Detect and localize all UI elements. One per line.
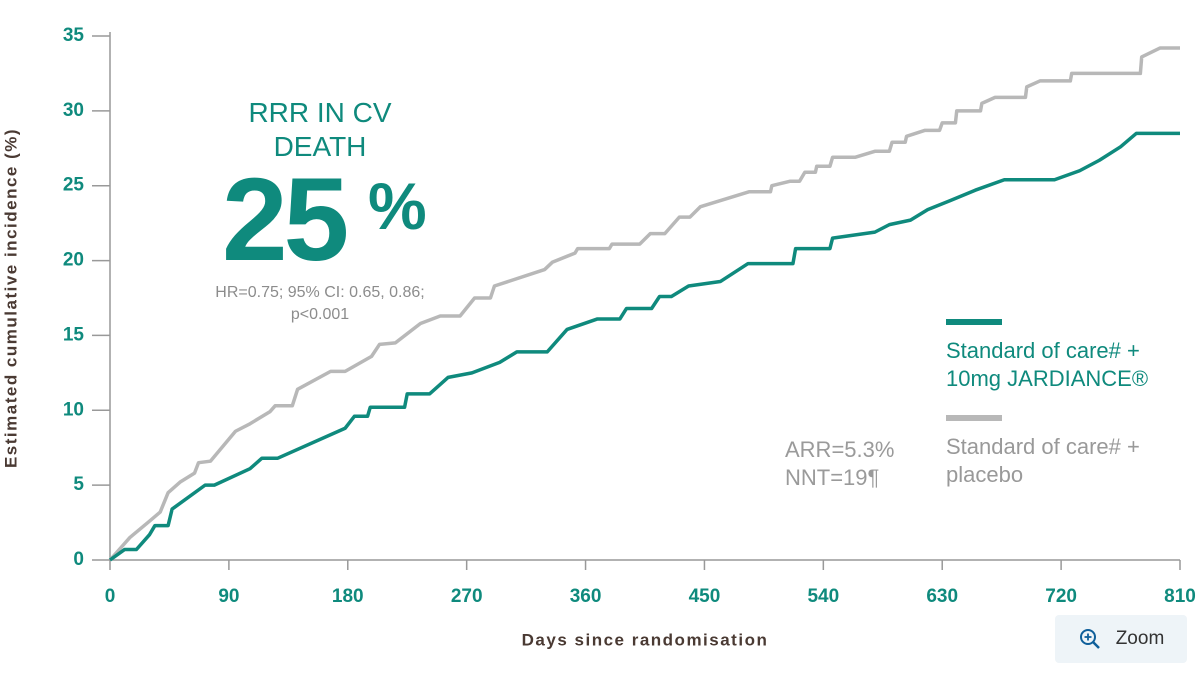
x-tick-label: 540 xyxy=(807,586,839,607)
series-line xyxy=(108,46,1180,562)
x-tick-label: 360 xyxy=(570,586,602,607)
y-tick-label: 25 xyxy=(63,175,85,196)
x-tick-label: 0 xyxy=(105,586,116,607)
annotation-big: 25 xyxy=(222,154,349,286)
x-tick-label: 810 xyxy=(1164,586,1196,607)
zoom-button[interactable]: Zoom xyxy=(1055,615,1187,663)
x-tick-label: 90 xyxy=(218,586,239,607)
annotation-stats: HR=0.75; 95% CI: 0.65, 0.86; p<0.001 xyxy=(170,282,470,326)
zoom-label[interactable]: Zoom xyxy=(1115,628,1165,649)
legend-label: Standard of care# + 10mg JARDIANCE® xyxy=(946,338,1149,391)
y-tick-label: 30 xyxy=(63,100,84,121)
x-tick-label: 720 xyxy=(1045,586,1077,607)
y-tick-label: 0 xyxy=(73,549,84,570)
annotation-hr: HR=0.75; 95% CI: 0.65, 0.86; xyxy=(215,284,425,301)
annotation-title: RRR IN CV DEATH xyxy=(248,97,392,162)
y-tick-label: 5 xyxy=(73,474,84,495)
annotation-arr-block: ARR=5.3% NNT=19¶ xyxy=(785,436,894,492)
y-tick-label: 15 xyxy=(63,324,85,345)
legend-label: Standard of care# + placebo xyxy=(946,434,1140,487)
x-tick-label: 270 xyxy=(451,586,483,607)
y-tick-label: 20 xyxy=(63,250,84,271)
y-axis-label: Estimated cumulative incidence (%) xyxy=(1,128,20,468)
x-axis-label: Days since randomisation xyxy=(522,630,769,649)
x-tick-label: 180 xyxy=(332,586,364,607)
annotation-nnt: NNT=19¶ xyxy=(785,465,880,490)
x-tick-label: 450 xyxy=(689,586,721,607)
x-tick-label: 630 xyxy=(926,586,958,607)
series-line xyxy=(108,131,1180,562)
zoom-icon xyxy=(1079,629,1100,649)
y-tick-label: 35 xyxy=(63,25,85,46)
annotation-unit: % xyxy=(368,169,427,243)
annotation-arr: ARR=5.3% xyxy=(785,437,895,462)
annotation-p: p<0.001 xyxy=(290,306,350,323)
y-tick-label: 10 xyxy=(63,399,84,420)
